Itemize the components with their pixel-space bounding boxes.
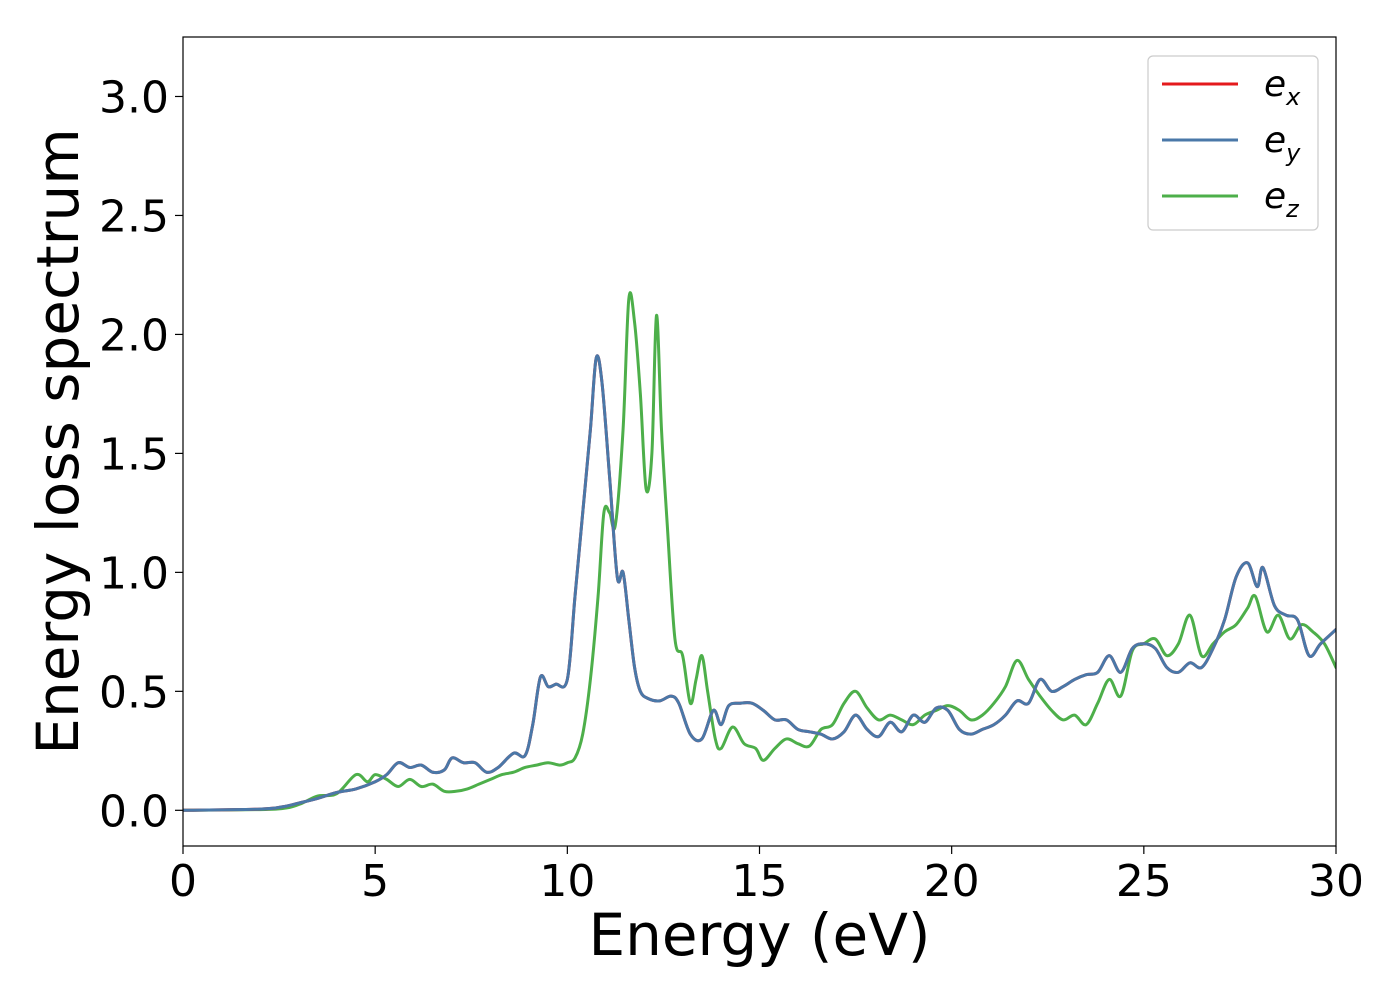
y-tick-label: 2.5 — [99, 191, 169, 242]
x-tick-label: 0 — [169, 856, 197, 907]
y-axis-title: Energy loss spectrum — [24, 128, 92, 754]
x-axis-title: Energy (eV) — [588, 901, 930, 969]
series-line-e-x — [183, 354, 1336, 812]
series-line-e-z — [183, 291, 1336, 812]
x-tick-label: 30 — [1308, 856, 1364, 907]
x-tick-label: 5 — [361, 856, 389, 907]
legend-label-e-z: ez — [1264, 176, 1300, 223]
y-tick-label: 1.0 — [99, 548, 169, 599]
y-tick-label: 2.0 — [99, 310, 169, 361]
series-line-e-y — [183, 354, 1336, 812]
legend-label-e-y: ey — [1264, 120, 1301, 167]
y-tick-label: 3.0 — [99, 72, 169, 123]
legend-box — [1147, 55, 1319, 231]
legend-label-e-x: ex — [1264, 64, 1301, 111]
x-tick-label: 25 — [1116, 856, 1172, 907]
x-tick-label: 10 — [539, 856, 595, 907]
y-axis-ticks: 0.0 0.5 1.0 1.5 2.0 2.5 3.0 — [99, 72, 183, 837]
x-tick-label: 15 — [732, 856, 788, 907]
x-axis-ticks: 0 5 10 15 20 25 30 — [169, 846, 1364, 907]
plot-lines — [183, 291, 1336, 812]
y-tick-label: 0.0 — [99, 786, 169, 837]
legend: ex ey ez — [1147, 55, 1319, 231]
y-tick-label: 1.5 — [99, 429, 169, 480]
x-tick-label: 20 — [924, 856, 980, 907]
y-tick-label: 0.5 — [99, 667, 169, 718]
